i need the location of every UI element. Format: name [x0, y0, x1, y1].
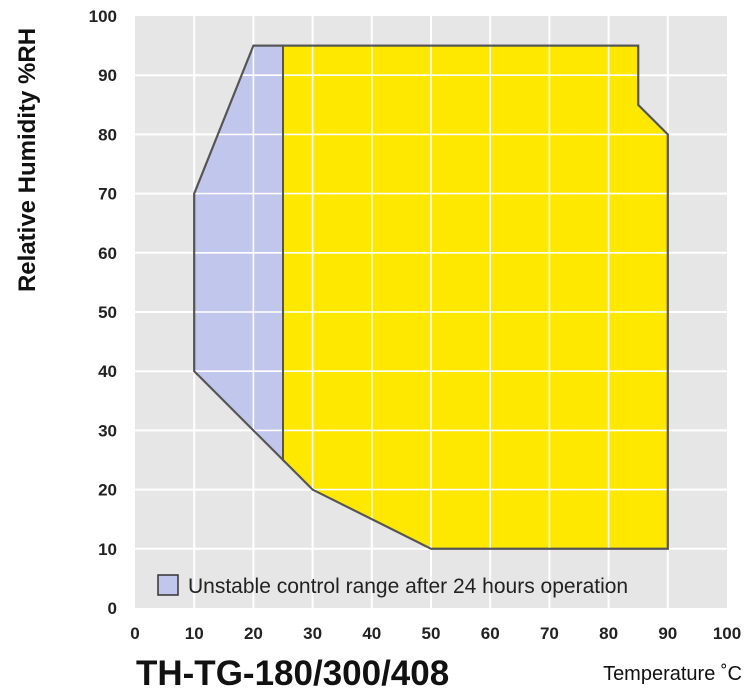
chart-title: TH-TG-180/300/408: [136, 654, 449, 693]
y-tick-label: 10: [98, 540, 117, 559]
x-tick-label: 30: [303, 624, 322, 643]
y-tick-label: 20: [98, 481, 117, 500]
y-tick-label: 60: [98, 244, 117, 263]
x-tick-label: 20: [244, 624, 263, 643]
x-tick-label: 50: [422, 624, 441, 643]
x-axis-label: Temperature ˚C: [603, 663, 742, 685]
y-axis-label: Relative Humidity %RH: [14, 28, 41, 292]
x-axis-ticks: 0 10 20 30 40 50 60 70 80 90 100: [130, 624, 741, 643]
legend-swatch-unstable: [157, 574, 179, 596]
y-tick-label: 40: [98, 362, 117, 381]
x-tick-label: 90: [658, 624, 677, 643]
x-tick-label: 80: [599, 624, 618, 643]
y-tick-label: 30: [98, 421, 117, 440]
x-tick-label: 70: [540, 624, 559, 643]
legend-label-unstable: Unstable control range after 24 hours op…: [188, 575, 628, 598]
x-tick-label: 0: [130, 624, 139, 643]
y-tick-label: 80: [98, 125, 117, 144]
y-tick-label: 50: [98, 303, 117, 322]
y-tick-label: 90: [98, 66, 117, 85]
region-range: [282, 44, 669, 550]
chart-series: [193, 44, 669, 550]
y-tick-label: 70: [98, 185, 117, 204]
x-tick-label: 60: [481, 624, 500, 643]
x-tick-label: 10: [185, 624, 204, 643]
y-axis-ticks: 0 10 20 30 40 50 60 70 80 90 100: [89, 7, 117, 618]
x-tick-label: 40: [362, 624, 381, 643]
y-tick-label: 0: [108, 599, 117, 618]
region-outline-range: [282, 44, 669, 550]
legend: Unstable control range after 24 hours op…: [157, 574, 628, 598]
x-tick-label: 100: [713, 624, 741, 643]
y-tick-label: 100: [89, 7, 117, 26]
